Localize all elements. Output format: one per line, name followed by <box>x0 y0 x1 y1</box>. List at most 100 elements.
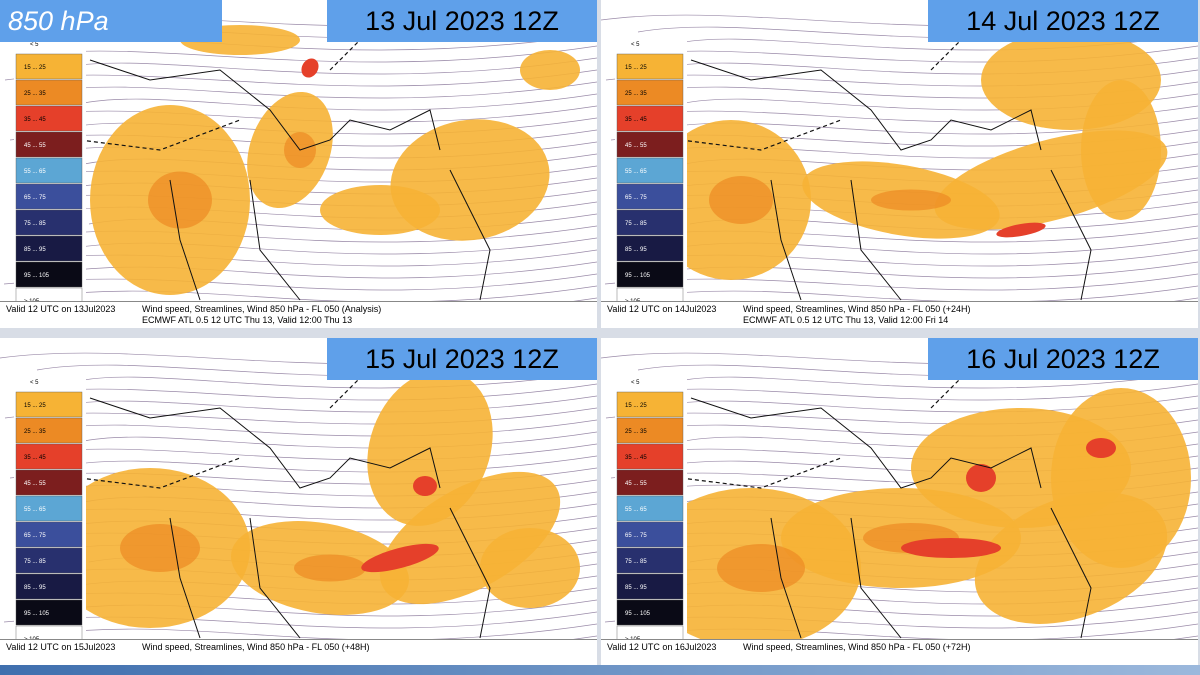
wind-area <box>520 50 580 90</box>
streamline <box>641 285 1198 303</box>
footer-line: Wind speed, Streamlines, Wind 850 hPa - … <box>142 304 382 314</box>
legend-label: 85 ... 95 <box>625 247 647 253</box>
map: < 5 15 ... 25 25 ... 35 35 ... 45 45 ... 55 5… <box>0 347 597 665</box>
legend-swatch <box>15 599 83 626</box>
legend-label: 15 ... 25 <box>625 403 647 409</box>
legend-swatch <box>616 547 684 574</box>
legend-swatch <box>15 261 83 288</box>
map: < 5 15 ... 25 25 ... 35 35 ... 45 45 ... 55 5… <box>601 347 1198 665</box>
wind-core <box>361 543 439 573</box>
legend-swatch <box>616 521 684 548</box>
footer-line: ECMWF ATL 0.5 12 UTC Thu 13, Valid 12:00… <box>142 315 353 325</box>
coastline <box>89 59 491 301</box>
coastline <box>89 397 491 639</box>
panel-title: 14 Jul 2023 12Z <box>928 0 1198 42</box>
legend-label: 25 ... 35 <box>24 429 46 435</box>
legend-swatch <box>616 105 684 132</box>
legend-label: 35 ... 45 <box>24 117 46 123</box>
border <box>79 39 361 151</box>
legend-swatch <box>616 391 684 418</box>
map-panel: < 5 15 ... 25 25 ... 35 35 ... 45 45 ... 55 5… <box>0 0 597 328</box>
legend-swatch <box>616 495 684 522</box>
footer-line: Wind speed, Streamlines, Wind 850 hPa - … <box>142 642 370 652</box>
panel-footer: Valid 12 UTC on 14Jul2023 Wind speed, Str… <box>601 301 1198 328</box>
border <box>79 377 361 489</box>
streamline <box>3 273 597 291</box>
legend-label: 55 ... 65 <box>24 169 46 175</box>
map: < 5 15 ... 25 25 ... 35 35 ... 45 45 ... 55 5… <box>601 9 1198 327</box>
streamline <box>25 443 597 461</box>
streamline <box>3 611 597 629</box>
wind-area <box>379 471 561 605</box>
legend-swatch <box>15 235 83 262</box>
legend-label: 95 ... 105 <box>24 611 50 617</box>
wind-core <box>301 58 319 78</box>
map: < 5 15 ... 25 25 ... 35 35 ... 45 45 ... 55 5… <box>0 9 597 327</box>
legend-label: 35 ... 45 <box>24 455 46 461</box>
panel-title: 15 Jul 2023 12Z <box>327 338 597 380</box>
bottom-strip <box>0 665 1200 675</box>
legend-label: 25 ... 35 <box>24 91 46 97</box>
legend-swatch <box>616 131 684 158</box>
footer-line: Wind speed, Streamlines, Wind 850 hPa - … <box>743 642 971 652</box>
wind-area-strong <box>294 554 366 582</box>
panel-footer: Valid 12 UTC on 15Jul2023 Wind speed, Str… <box>0 639 597 666</box>
legend-label: 75 ... 85 <box>24 221 46 227</box>
wind-area-strong <box>717 544 805 592</box>
wind-core <box>413 476 437 496</box>
legend-label: 45 ... 55 <box>24 143 46 149</box>
valid-time: Valid 12 UTC on 16Jul2023 <box>607 642 717 652</box>
legend-label: 15 ... 25 <box>625 65 647 71</box>
wind-area-strong <box>871 189 951 211</box>
legend-swatch <box>15 53 83 80</box>
legend-swatch <box>15 183 83 210</box>
legend-swatch <box>616 469 684 496</box>
streamline <box>604 273 1198 291</box>
wind-core <box>966 464 996 492</box>
legend-swatch <box>616 183 684 210</box>
footer-line: ECMWF ATL 0.5 12 UTC Thu 13, Valid 12:00… <box>743 315 949 325</box>
legend-swatch <box>15 391 83 418</box>
legend-swatch <box>15 79 83 106</box>
border <box>680 39 962 151</box>
streamline <box>62 455 597 473</box>
map-panel: < 5 15 ... 25 25 ... 35 35 ... 45 45 ... 55 5… <box>601 0 1198 328</box>
legend-swatch <box>15 443 83 470</box>
map-panel: < 5 15 ... 25 25 ... 35 35 ... 45 45 ... 55 5… <box>0 338 597 666</box>
legend-label: 85 ... 95 <box>625 585 647 591</box>
legend-label: 75 ... 85 <box>625 221 647 227</box>
legend-label: 45 ... 55 <box>625 481 647 487</box>
legend-swatch <box>15 105 83 132</box>
streamline <box>73 371 597 389</box>
map-panel: < 5 15 ... 25 25 ... 35 35 ... 45 45 ... 55 5… <box>601 338 1198 666</box>
panel-footer: Valid 12 UTC on 13Jul2023 Wind speed, Str… <box>0 301 597 328</box>
wind-area-strong <box>148 171 212 229</box>
legend-swatch <box>616 443 684 470</box>
coastline <box>690 59 1092 301</box>
legend-label: 65 ... 75 <box>625 195 647 201</box>
legend-swatch <box>15 547 83 574</box>
streamline <box>41 81 597 99</box>
legend-swatch <box>616 235 684 262</box>
wind-core <box>901 538 1001 558</box>
legend-label: 85 ... 95 <box>24 247 46 253</box>
legend-label: 55 ... 65 <box>625 169 647 175</box>
legend-label: 65 ... 75 <box>24 533 46 539</box>
legend-swatch <box>15 495 83 522</box>
legend-label: 45 ... 55 <box>625 143 647 149</box>
legend-label: 55 ... 65 <box>625 507 647 513</box>
wind-area-strong <box>709 176 773 224</box>
wind-core <box>1086 438 1116 458</box>
legend-label: 65 ... 75 <box>625 533 647 539</box>
wind-core <box>996 222 1046 238</box>
legend-label: 95 ... 105 <box>24 273 50 279</box>
legend-label: 25 ... 35 <box>625 91 647 97</box>
legend-label: 95 ... 105 <box>625 273 651 279</box>
legend-label: 45 ... 55 <box>24 481 46 487</box>
legend-swatch <box>15 157 83 184</box>
legend-min-label: < 5 <box>631 42 640 48</box>
legend-label: 65 ... 75 <box>24 195 46 201</box>
legend-swatch <box>616 209 684 236</box>
legend-label: 35 ... 45 <box>625 455 647 461</box>
